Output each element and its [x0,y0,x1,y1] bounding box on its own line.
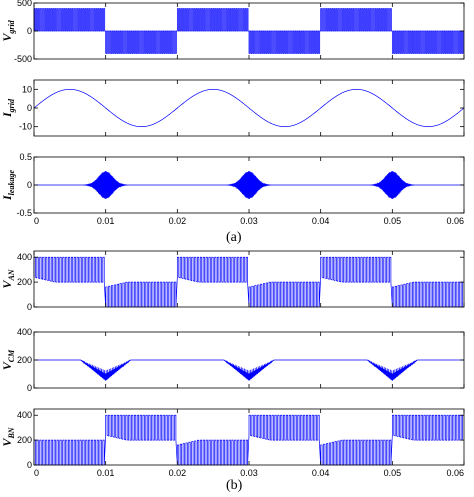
y-tick-label: 0 [27,103,32,113]
x-tick-label: 0.02 [169,468,187,478]
y-axis-title: VCM [0,349,16,370]
x-tick-label: 0.05 [384,216,402,226]
y-tick-label: 500 [17,0,32,8]
x-tick-label: 0.02 [169,216,187,226]
x-tick-label: 0.06 [446,468,464,478]
y-tick-label: -10 [19,122,32,132]
y-tick-label: 0.5 [19,152,32,162]
panel-v-bn: 0 200 400 0 0.01 0.02 0.03 0.04 0.05 0.06 VBN [0,408,465,478]
x-tick-label: 0 [34,468,39,478]
y-axis-title: Ileakage [0,170,16,201]
y-tick-label: 0 [27,180,32,190]
y-tick-label: 0 [27,460,32,470]
y-tick-label: 0 [27,302,32,312]
y-tick-label: 200 [17,435,32,445]
y-tick-label: 200 [17,277,32,287]
x-tick-label: 0 [34,216,39,226]
x-tick-label: 0.03 [240,216,258,226]
x-tick-label: 0.04 [312,468,330,478]
x-tick-label: 0.05 [384,468,402,478]
series-line [34,171,464,199]
x-tick-label: 0.01 [97,468,115,478]
y-tick-label: -0.5 [16,208,32,218]
x-tick-label: 0.06 [446,216,464,226]
series-line [33,414,463,466]
caption-a: (a) [226,230,242,245]
x-tick-label: 0.01 [97,216,115,226]
x-tick-label: 0.03 [240,468,258,478]
series-line [33,88,465,128]
panel-i-grid: -10 0 10 Igrid [0,79,465,137]
y-tick-label: 400 [17,410,32,420]
y-axis-title: Igrid [0,98,16,118]
y-axis-title: Vgrid [0,19,16,41]
panel-v-cm: 0 200 400 VCM [0,327,465,393]
y-axis-title: VBN [0,426,16,446]
x-tick-label: 0.04 [312,216,330,226]
series-line [33,256,463,308]
series-line [34,359,464,381]
series-line [33,8,464,54]
panel-v-grid: -500 0 500 Vgrid [0,0,465,64]
panel-i-leakage: -0.500.50 0.01 0.02 0.03 0.04 0.05 0.06Ileakag… [0,152,465,226]
y-tick-label: 0 [27,26,32,36]
y-tick-label: -500 [14,54,32,64]
y-tick-label: 0 [27,383,32,393]
y-tick-label: 400 [17,252,32,262]
y-tick-label: 200 [17,355,32,365]
y-tick-label: 400 [17,327,32,337]
y-axis-title: VAN [0,268,16,288]
y-tick-label: 10 [22,84,32,94]
caption-b: (b) [226,478,243,493]
